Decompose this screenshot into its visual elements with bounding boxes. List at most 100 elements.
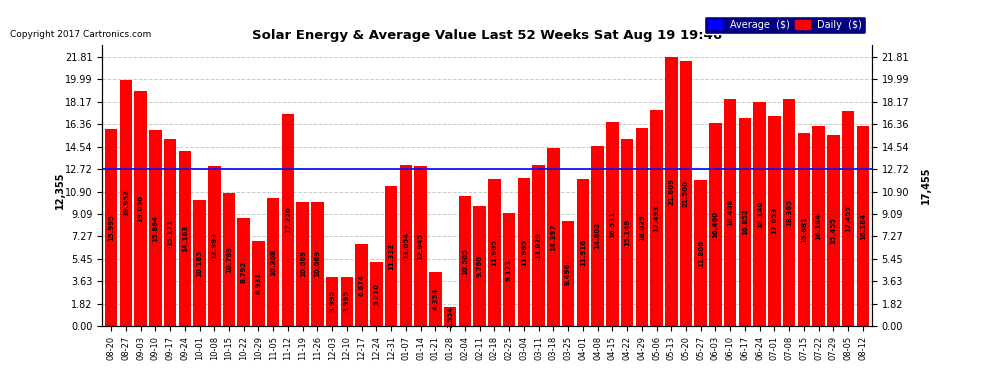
Bar [311, 202, 324, 326]
Text: 17.053: 17.053 [771, 207, 777, 234]
Text: 16.460: 16.460 [713, 211, 719, 238]
Text: 15.149: 15.149 [624, 219, 630, 246]
Bar [606, 122, 619, 326]
Text: 3.995: 3.995 [330, 290, 336, 312]
Bar [444, 307, 456, 326]
Text: 10.185: 10.185 [197, 250, 203, 277]
Text: 16.025: 16.025 [639, 214, 644, 241]
Bar [282, 114, 294, 326]
Text: 18.365: 18.365 [786, 200, 792, 226]
Bar [238, 217, 250, 326]
Text: 10.368: 10.368 [270, 249, 276, 276]
Bar [370, 262, 383, 326]
Text: 10.069: 10.069 [300, 251, 306, 278]
Text: 12,355: 12,355 [54, 172, 64, 209]
Text: 21.809: 21.809 [668, 178, 674, 205]
Bar [120, 80, 132, 326]
Bar [429, 272, 442, 326]
Bar [680, 61, 692, 326]
Bar [163, 139, 176, 326]
Bar [650, 110, 662, 326]
Bar [193, 200, 206, 326]
Bar [856, 126, 869, 326]
Bar [149, 130, 161, 326]
Bar [768, 116, 781, 326]
Bar [415, 166, 427, 326]
Text: 10.769: 10.769 [226, 246, 232, 273]
Bar [488, 179, 501, 326]
Bar [178, 152, 191, 326]
Bar [135, 91, 147, 326]
Text: 9.171: 9.171 [506, 258, 512, 280]
Text: 19.056: 19.056 [138, 195, 144, 222]
Text: 17.226: 17.226 [285, 206, 291, 233]
Bar [385, 186, 397, 326]
Text: 15.995: 15.995 [108, 214, 114, 241]
Bar [813, 126, 825, 326]
Text: 14.163: 14.163 [182, 225, 188, 252]
Bar [267, 198, 279, 326]
Bar [533, 165, 544, 326]
Bar [341, 277, 353, 326]
Bar [798, 133, 810, 326]
Bar [458, 196, 471, 326]
Bar [739, 118, 751, 326]
Bar [503, 213, 516, 326]
Bar [709, 123, 722, 326]
Text: 4.354: 4.354 [433, 288, 439, 310]
Bar [665, 57, 677, 326]
Text: 11.332: 11.332 [388, 243, 394, 270]
Text: 16.852: 16.852 [742, 209, 748, 236]
Text: 18.408: 18.408 [728, 199, 734, 226]
Text: 17.493: 17.493 [653, 204, 659, 232]
Text: 11.965: 11.965 [521, 239, 527, 266]
Text: 14.397: 14.397 [550, 224, 556, 251]
Text: 13.029: 13.029 [536, 232, 542, 259]
Bar [753, 102, 766, 326]
Bar [296, 202, 309, 326]
Text: 11.905: 11.905 [491, 239, 497, 266]
Text: 21.500: 21.500 [683, 180, 689, 207]
Text: 10.069: 10.069 [315, 251, 321, 278]
Bar [105, 129, 118, 326]
Text: 6.674: 6.674 [358, 274, 364, 296]
Text: 17,455: 17,455 [921, 166, 931, 204]
Bar [724, 99, 737, 326]
Text: 15.681: 15.681 [801, 216, 807, 243]
Text: 18.140: 18.140 [756, 201, 762, 228]
Bar [561, 221, 574, 326]
Text: 3.995: 3.995 [344, 290, 349, 312]
Bar [547, 148, 559, 326]
Bar [355, 244, 368, 326]
Bar [252, 240, 264, 326]
Text: 8.792: 8.792 [241, 261, 247, 283]
Text: 15.455: 15.455 [831, 217, 837, 244]
Bar [223, 193, 236, 326]
Text: 9.760: 9.760 [476, 255, 482, 277]
Bar [694, 180, 707, 326]
Text: 11.916: 11.916 [580, 239, 586, 266]
Bar [783, 99, 795, 326]
Text: 5.210: 5.210 [373, 283, 379, 305]
Bar [842, 111, 854, 326]
Text: 16.184: 16.184 [816, 213, 822, 240]
Text: 16.184: 16.184 [860, 213, 866, 240]
Title: Solar Energy & Average Value Last 52 Weeks Sat Aug 19 19:46: Solar Energy & Average Value Last 52 Wee… [251, 29, 722, 42]
Bar [326, 277, 339, 326]
Bar [473, 206, 486, 326]
Bar [621, 139, 634, 326]
Bar [636, 128, 648, 326]
Legend: Average  ($), Daily  ($): Average ($), Daily ($) [704, 16, 866, 34]
Text: Copyright 2017 Cartronics.com: Copyright 2017 Cartronics.com [10, 30, 151, 39]
Text: 15.171: 15.171 [167, 219, 173, 246]
Text: 12.993: 12.993 [211, 232, 217, 260]
Bar [591, 146, 604, 326]
Bar [208, 166, 221, 326]
Text: 12.945: 12.945 [418, 233, 424, 260]
Text: 17.455: 17.455 [845, 205, 851, 232]
Text: 19.952: 19.952 [123, 189, 129, 216]
Bar [518, 178, 530, 326]
Text: 13.054: 13.054 [403, 232, 409, 259]
Bar [400, 165, 412, 326]
Text: 16.531: 16.531 [609, 211, 616, 237]
